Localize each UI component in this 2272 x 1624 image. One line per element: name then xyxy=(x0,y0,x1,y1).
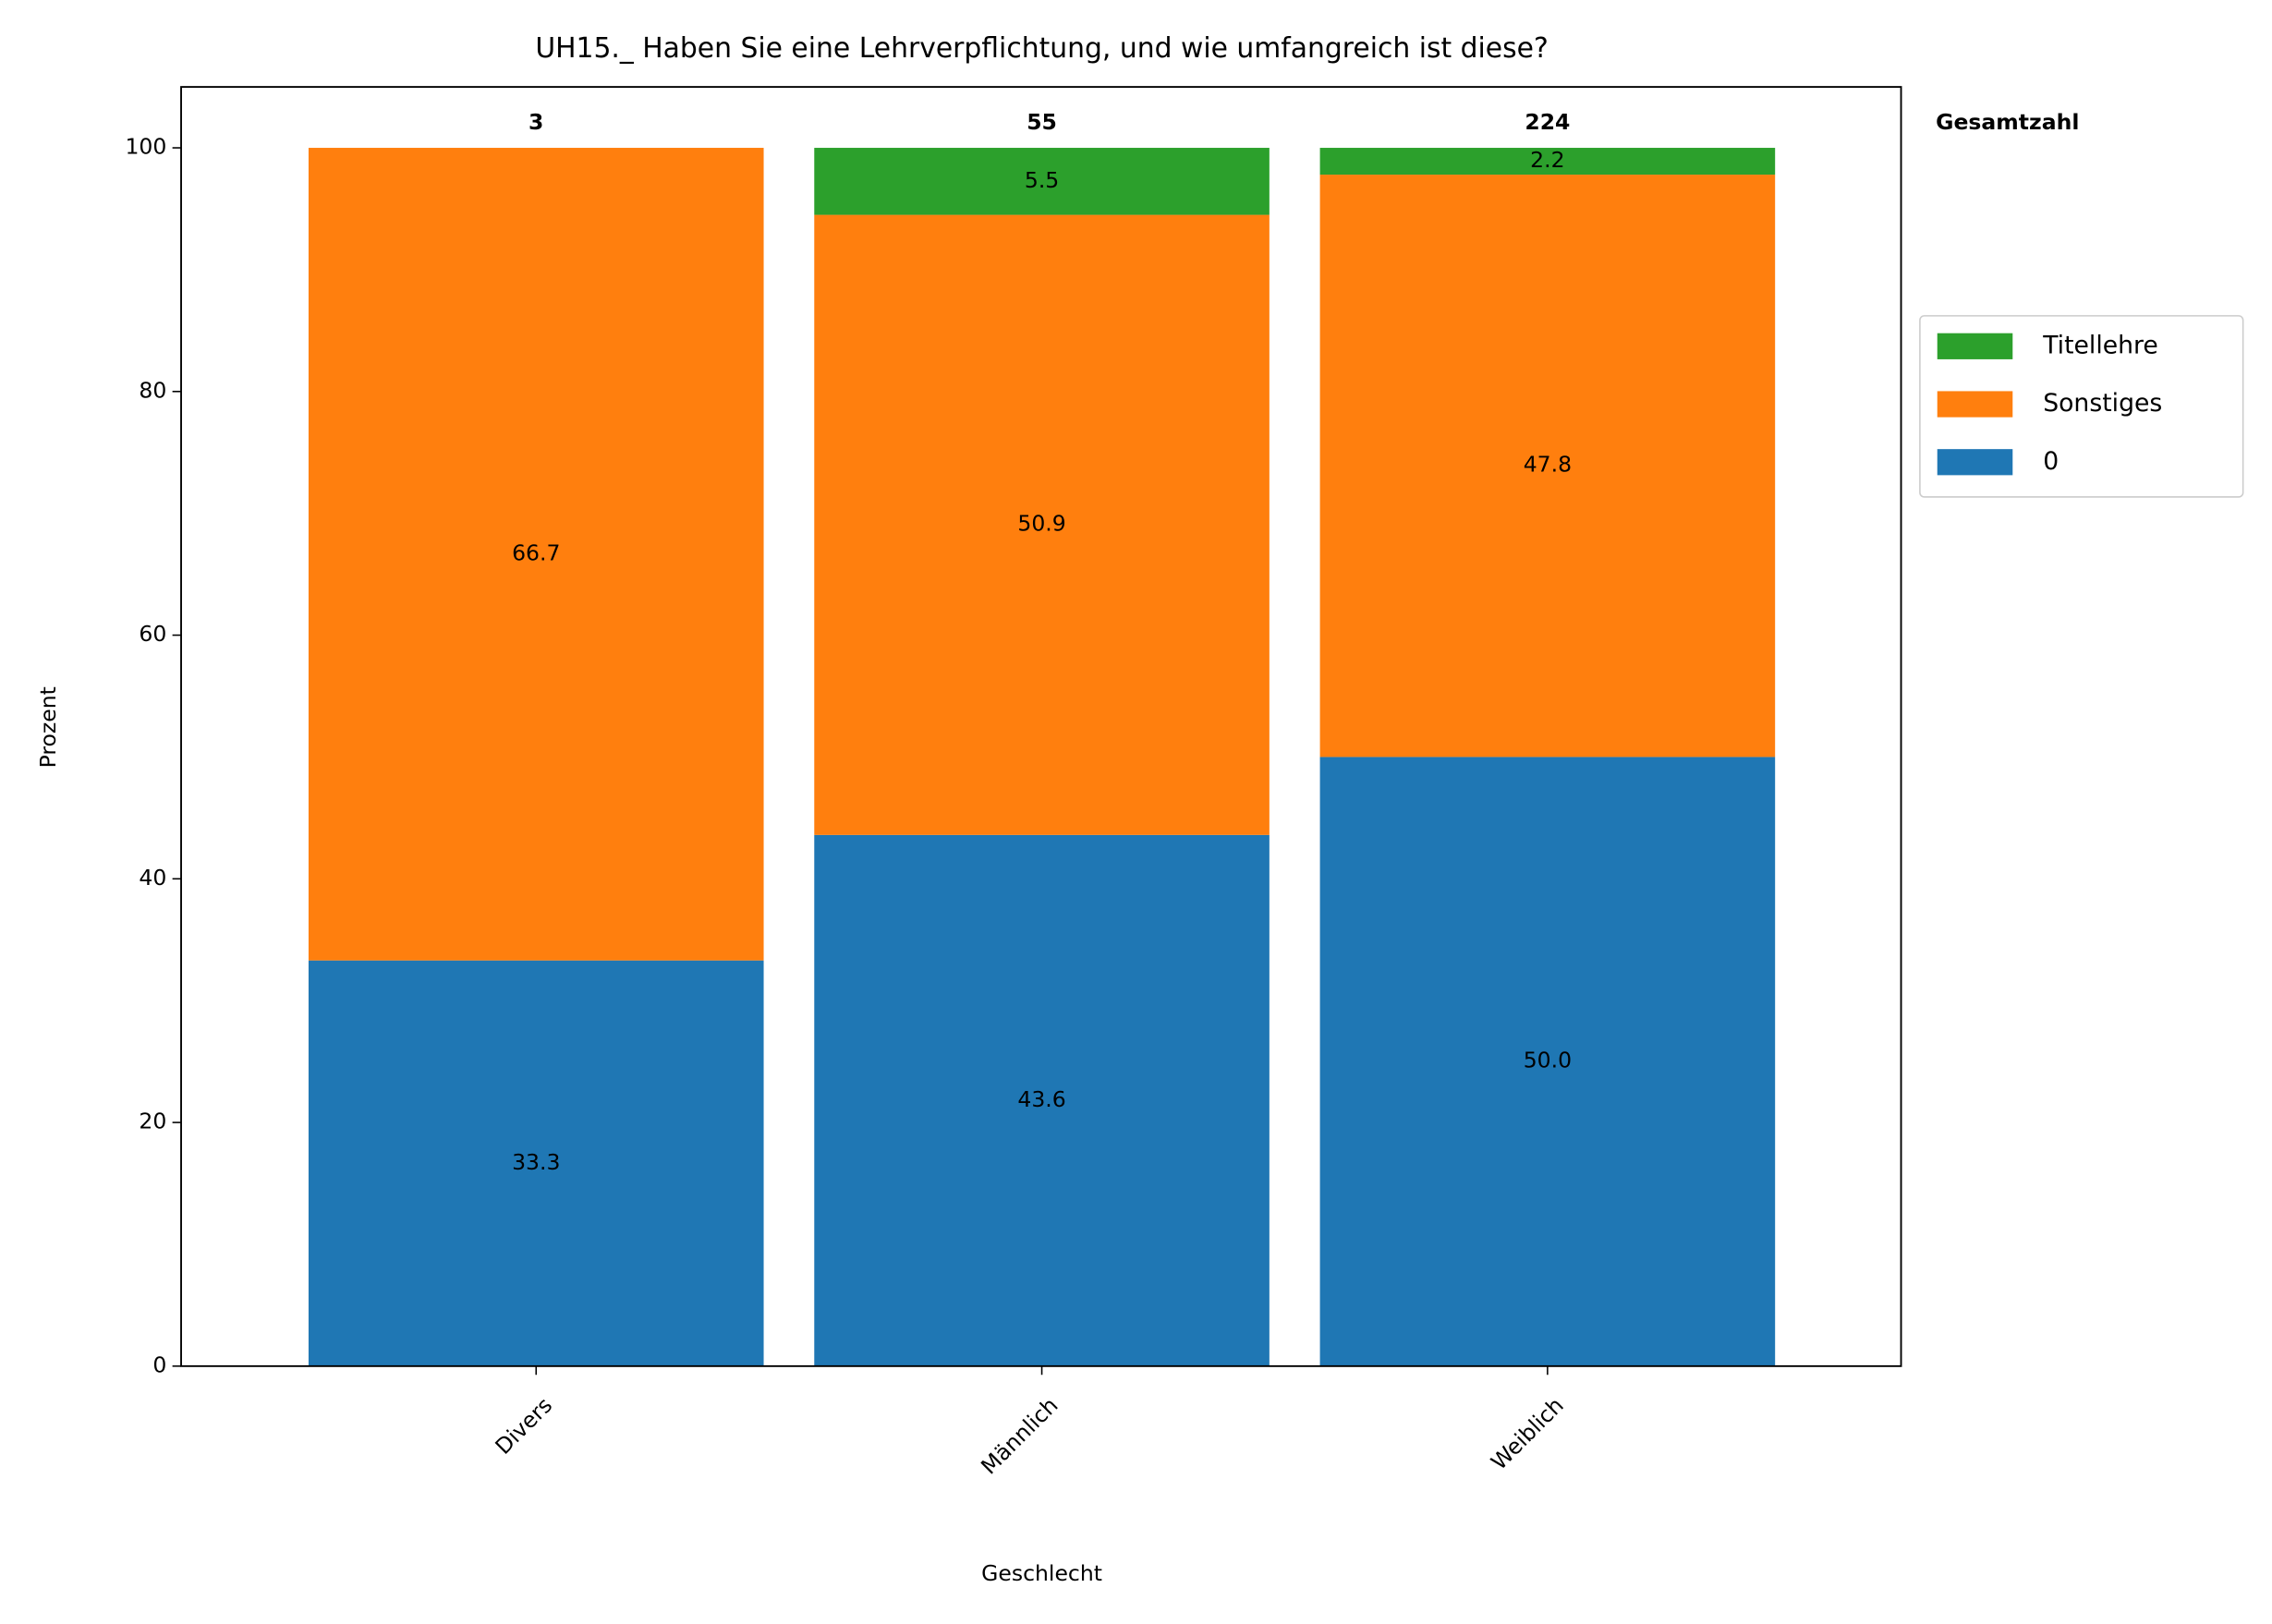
total-label: 55 xyxy=(1027,109,1057,135)
chart-title: UH15._ Haben Sie eine Lehrverpflichtung,… xyxy=(535,32,1548,65)
legend-swatch xyxy=(1937,449,2013,476)
bar-segment xyxy=(308,960,764,1366)
bar-segment xyxy=(814,214,1270,835)
y-tick-label: 100 xyxy=(125,134,166,160)
bar-segment xyxy=(1319,175,1776,757)
legend-swatch xyxy=(1937,333,2013,359)
y-tick-label: 60 xyxy=(139,621,166,647)
legend-label: 0 xyxy=(2043,447,2059,476)
value-label: 66.7 xyxy=(512,539,560,565)
value-label: 2.2 xyxy=(1530,147,1564,173)
x-tick-label: Männlich xyxy=(976,1392,1063,1479)
x-tick-label: Weiblich xyxy=(1486,1392,1569,1475)
y-tick-label: 20 xyxy=(139,1109,166,1134)
bar-segment xyxy=(308,148,764,961)
bar-segment xyxy=(1319,757,1776,1366)
value-label: 5.5 xyxy=(1025,167,1059,193)
totals-title: Gesamtzahl xyxy=(1936,109,2079,135)
value-label: 47.8 xyxy=(1524,452,1572,478)
y-tick-label: 0 xyxy=(152,1351,166,1377)
legend-swatch xyxy=(1937,391,2013,418)
y-tick-label: 80 xyxy=(139,377,166,403)
bar-segment xyxy=(1319,148,1776,176)
x-tick-label: Divers xyxy=(490,1392,557,1460)
legend-label: Sonstiges xyxy=(2043,389,2162,418)
value-label: 33.3 xyxy=(512,1149,560,1175)
y-tick-label: 40 xyxy=(139,865,166,891)
value-label: 50.9 xyxy=(1017,511,1065,537)
total-label: 224 xyxy=(1525,109,1570,135)
bar-segment xyxy=(814,148,1270,215)
axes-frame xyxy=(180,86,1902,1367)
x-axis-label: Geschlecht xyxy=(981,1560,1102,1586)
legend-label: Titellehre xyxy=(2042,331,2158,359)
value-label: 43.6 xyxy=(1017,1086,1065,1112)
y-axis-label: Prozent xyxy=(35,686,61,768)
total-label: 3 xyxy=(529,109,543,135)
value-label: 50.0 xyxy=(1524,1048,1572,1073)
bar-segment xyxy=(814,834,1270,1366)
